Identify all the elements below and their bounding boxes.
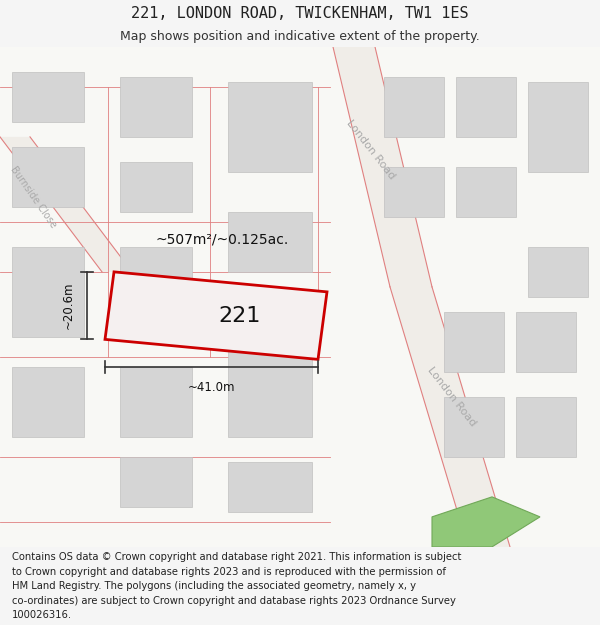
Bar [456,167,516,217]
Polygon shape [333,47,432,287]
Text: 221: 221 [219,306,261,326]
Bar [516,397,576,457]
Bar [120,457,192,507]
Polygon shape [105,272,327,359]
Text: London Road: London Road [344,118,397,181]
Text: 100026316.: 100026316. [12,610,72,620]
Bar [528,247,588,297]
Bar [228,347,312,437]
Bar [12,247,84,337]
Bar [12,367,84,437]
Text: Map shows position and indicative extent of the property.: Map shows position and indicative extent… [120,30,480,43]
Bar [120,162,192,212]
Bar [120,367,192,437]
Text: to Crown copyright and database rights 2023 and is reproduced with the permissio: to Crown copyright and database rights 2… [12,567,446,577]
Bar [12,147,84,207]
Text: Contains OS data © Crown copyright and database right 2021. This information is : Contains OS data © Crown copyright and d… [12,552,461,562]
Bar [228,82,312,172]
Bar [228,462,312,512]
Text: ~20.6m: ~20.6m [62,282,75,329]
Bar [456,77,516,137]
Bar [120,247,192,337]
Text: 221, LONDON ROAD, TWICKENHAM, TW1 1ES: 221, LONDON ROAD, TWICKENHAM, TW1 1ES [131,6,469,21]
Text: co-ordinates) are subject to Crown copyright and database rights 2023 Ordnance S: co-ordinates) are subject to Crown copyr… [12,596,456,606]
Text: ~507m²/~0.125ac.: ~507m²/~0.125ac. [155,233,289,247]
Text: London Road: London Road [425,365,478,429]
Text: Burnside Close: Burnside Close [8,164,58,229]
Bar [228,212,312,272]
Bar [516,312,576,372]
Bar [444,312,504,372]
Bar [384,77,444,137]
Polygon shape [390,287,510,547]
Text: HM Land Registry. The polygons (including the associated geometry, namely x, y: HM Land Registry. The polygons (includin… [12,581,416,591]
Bar [444,397,504,457]
Bar [528,82,588,172]
Text: ~41.0m: ~41.0m [188,381,235,394]
Bar [120,77,192,137]
Polygon shape [0,137,132,272]
Bar [384,167,444,217]
Polygon shape [432,497,540,547]
Bar [12,72,84,122]
